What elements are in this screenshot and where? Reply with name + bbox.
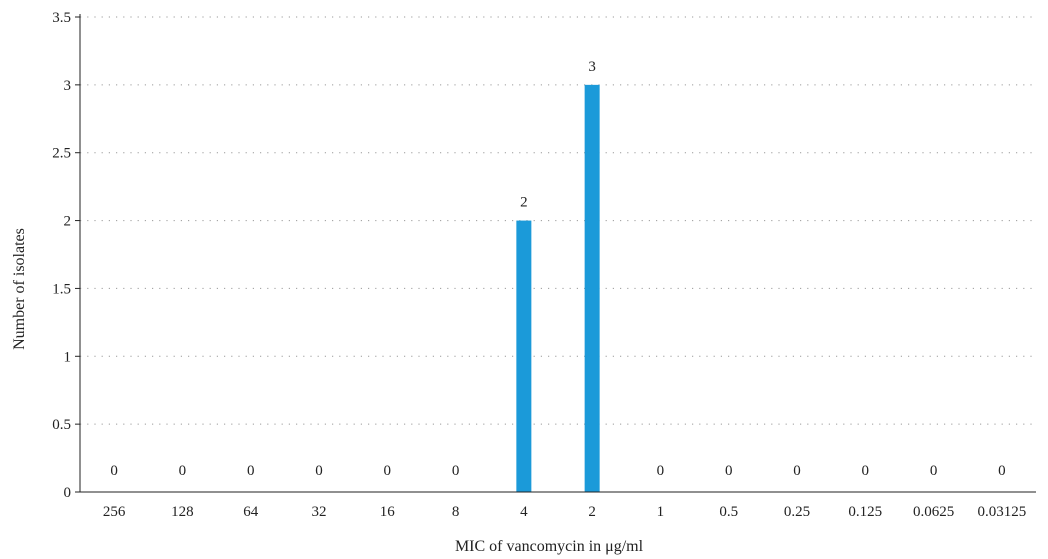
- data-labels: 0 0 0 0 0 0 2 3 0 0 0 0 0 0: [110, 59, 1005, 479]
- x-tick-label: 0.125: [848, 504, 882, 520]
- data-label: 0: [110, 463, 118, 479]
- x-tick-label: 1: [657, 504, 665, 520]
- x-tick-label: 0.03125: [977, 504, 1026, 520]
- data-label: 2: [520, 195, 528, 211]
- x-tick-label: 16: [380, 504, 396, 520]
- x-tick-label: 128: [171, 504, 194, 520]
- y-tick-label: 2.5: [52, 146, 71, 162]
- x-tick-label: 256: [103, 504, 126, 520]
- x-tick-label: 2: [588, 504, 596, 520]
- data-label: 3: [588, 59, 596, 75]
- x-tick-label: 0.0625: [913, 504, 954, 520]
- data-label: 0: [862, 463, 870, 479]
- bars: [516, 84, 600, 493]
- axes: [75, 14, 1036, 493]
- data-label: 0: [657, 463, 665, 479]
- y-tick-labels: 0 0.5 1 1.5 2 2.5 3 3.5: [52, 10, 71, 501]
- y-tick-label: 0.5: [52, 417, 71, 433]
- data-label: 0: [315, 463, 323, 479]
- y-tick-label: 3.5: [52, 10, 71, 26]
- x-tick-label: 64: [243, 504, 259, 520]
- data-label: 0: [793, 463, 801, 479]
- data-label: 0: [384, 463, 392, 479]
- data-label: 0: [247, 463, 255, 479]
- x-axis-title: MIC of vancomycin in μg/ml: [455, 538, 644, 555]
- y-tick-label: 3: [64, 78, 72, 94]
- data-label: 0: [998, 463, 1006, 479]
- y-tick-label: 2: [64, 214, 72, 230]
- x-tick-labels: 256 128 64 32 16 8 4 2 1 0.5 0.25 0.125 0.0625 0.0312…: [103, 504, 1026, 520]
- bar-2: [584, 84, 600, 492]
- y-axis-title: Number of isolates: [11, 228, 28, 350]
- y-tick-label: 1: [64, 349, 72, 365]
- gridlines: [80, 16, 1036, 425]
- data-label: 0: [452, 463, 460, 479]
- x-tick-label: 4: [520, 504, 528, 520]
- y-tick-label: 0: [64, 485, 72, 501]
- data-label: 0: [179, 463, 187, 479]
- y-tick-label: 1.5: [52, 281, 71, 297]
- bar-4: [516, 220, 532, 493]
- x-tick-label: 0.5: [719, 504, 738, 520]
- x-tick-label: 8: [452, 504, 460, 520]
- x-tick-label: 0.25: [784, 504, 810, 520]
- data-label: 0: [930, 463, 938, 479]
- data-label: 0: [725, 463, 733, 479]
- x-tick-label: 32: [312, 504, 327, 520]
